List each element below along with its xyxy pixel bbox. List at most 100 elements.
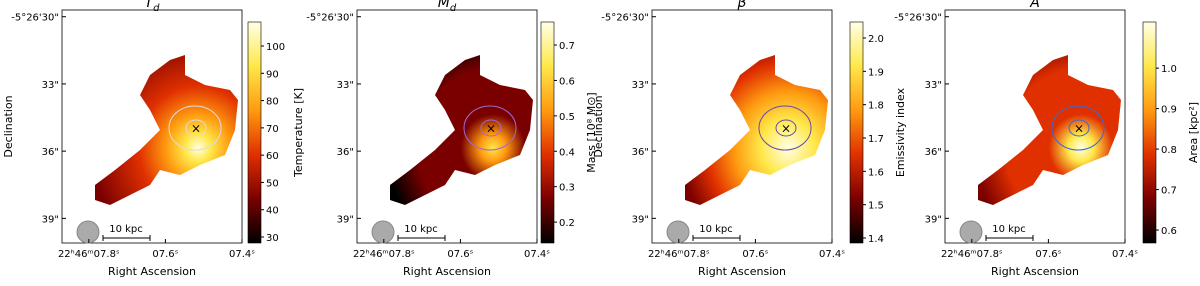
contour [1068,119,1090,137]
x-axis-label: Right Ascension [108,265,196,278]
x-tick-label: 22ʰ46ᵐ07.8ˢ [648,249,710,260]
colorbar-label: Temperature [K] [292,88,305,178]
colorbar [540,21,555,244]
contour [1051,105,1105,151]
colorbar [247,21,262,244]
panel: × 10 kpc A 22ʰ46ᵐ07.8ˢ 07.6ˢ 07.4ˢ -5°26'30" 33… [894,0,1200,278]
colorbar-tick-label: 0.3 [559,183,575,194]
center-marker: × [1074,122,1084,136]
x-tick-label: 07.6ˢ [152,249,178,260]
colorbar [1142,21,1157,244]
colorbar-tick-label: 0.4 [559,147,575,158]
colorbar-tick-label: 0.6 [1161,226,1177,237]
y-axis-label: Declination [592,95,605,157]
colorbar-tick-label: 0.8 [1161,145,1177,156]
center-marker: × [781,122,791,136]
panel-title: A [1029,0,1040,11]
colorbar-tick-label: 1.7 [868,134,884,145]
axes-frame [356,9,538,244]
colorbar-tick-label: 40 [266,206,279,217]
contour [758,105,812,151]
y-tick-label: 36" [42,147,59,158]
y-tick-label: 39" [632,214,649,225]
contour [463,105,517,151]
y-tick-label: 36" [925,147,942,158]
colorbar-tick-label: 1.5 [868,201,884,212]
panel-title: β [737,0,747,11]
colorbar-tick-label: 1.0 [1161,64,1177,75]
beam [76,220,100,244]
colorbar-label: Mass [10⁸ M⊙] [585,92,598,172]
colorbar-tick-label: 0.5 [559,112,575,123]
colorbar-tick-label: 0.2 [559,218,575,229]
panel-title: Td [145,0,161,14]
colorbar-tick-label: 0.9 [1161,105,1177,116]
colorbar-tick-label: 50 [266,178,279,189]
beam [959,220,983,244]
x-axis-label: Right Ascension [698,265,786,278]
y-axis-label: Declination [2,95,15,157]
map-region [95,55,238,205]
scale-bar-label: 10 kpc [109,224,143,235]
x-tick-label: 07.4ˢ [524,249,550,260]
panel: × 10 kpc Md 22ʰ46ᵐ07.8ˢ 07.6ˢ 07.4ˢ -5°26'30" 3… [306,0,598,278]
colorbar-tick-label: 0.6 [559,76,575,87]
title-sub: d [450,3,457,14]
colorbar-tick-label: 80 [266,97,279,108]
colorbar-tick-label: 60 [266,151,279,162]
y-tick-label: 36" [337,147,354,158]
map-region [685,55,828,205]
x-tick-label: 07.6ˢ [447,249,473,260]
y-tick-label: 39" [925,214,942,225]
panel-title: Md [438,0,457,14]
colorbar-label: Area [kpc²] [1187,102,1200,163]
title-main: A [1029,0,1040,11]
x-tick-label: 07.4ˢ [1112,249,1138,260]
y-tick-label: 33" [925,80,942,91]
contour [480,119,502,137]
axes-frame [61,9,243,244]
colorbar-tick-label: 1.6 [868,167,884,178]
x-tick-label: 22ʰ46ᵐ07.8ˢ [353,249,415,260]
y-tick-label: -5°26'30" [306,13,354,24]
colorbar-tick-label: 0.7 [1161,186,1177,197]
title-main: T [145,0,155,11]
colorbar-tick-label: 100 [266,42,285,53]
panel: × 10 kpc Td 22ʰ46ᵐ07.8ˢ 07.6ˢ 07.4ˢ -5°26'30" 3… [2,0,305,278]
y-tick-label: 33" [337,80,354,91]
title-sub: d [153,3,160,14]
y-tick-label: 39" [42,214,59,225]
colorbar-tick-label: 90 [266,69,279,80]
center-marker: × [191,122,201,136]
colorbar-tick-label: 30 [266,233,279,244]
y-tick-label: 33" [42,80,59,91]
y-tick-label: -5°26'30" [601,13,649,24]
x-tick-label: 22ʰ46ᵐ07.8ˢ [58,249,120,260]
x-axis-label: Right Ascension [403,265,491,278]
scale-bar-label: 10 kpc [992,224,1026,235]
panel: × 10 kpc β 22ʰ46ᵐ07.8ˢ 07.6ˢ 07.4ˢ -5°26'30" 33… [592,0,907,278]
map-region [390,55,533,205]
x-tick-label: 07.6ˢ [1035,249,1061,260]
colorbar-tick-label: 2.0 [868,34,884,45]
colorbar-tick-label: 0.7 [559,41,575,52]
scale-bar-label: 10 kpc [699,224,733,235]
center-marker: × [486,122,496,136]
scale-bar-label: 10 kpc [404,224,438,235]
title-main: β [737,0,747,11]
colorbar-tick-label: 1.8 [868,101,884,112]
colorbar [849,21,864,244]
y-tick-label: 33" [632,80,649,91]
x-tick-label: 07.6ˢ [742,249,768,260]
y-tick-label: 39" [337,214,354,225]
y-tick-label: 36" [632,147,649,158]
axes-frame [651,9,833,244]
colorbar-tick-label: 70 [266,124,279,135]
title-main: M [438,0,450,11]
colorbar-tick-label: 1.4 [868,234,884,245]
y-tick-label: -5°26'30" [11,13,59,24]
beam [666,220,690,244]
contour [168,105,222,151]
axes-frame [944,9,1126,244]
